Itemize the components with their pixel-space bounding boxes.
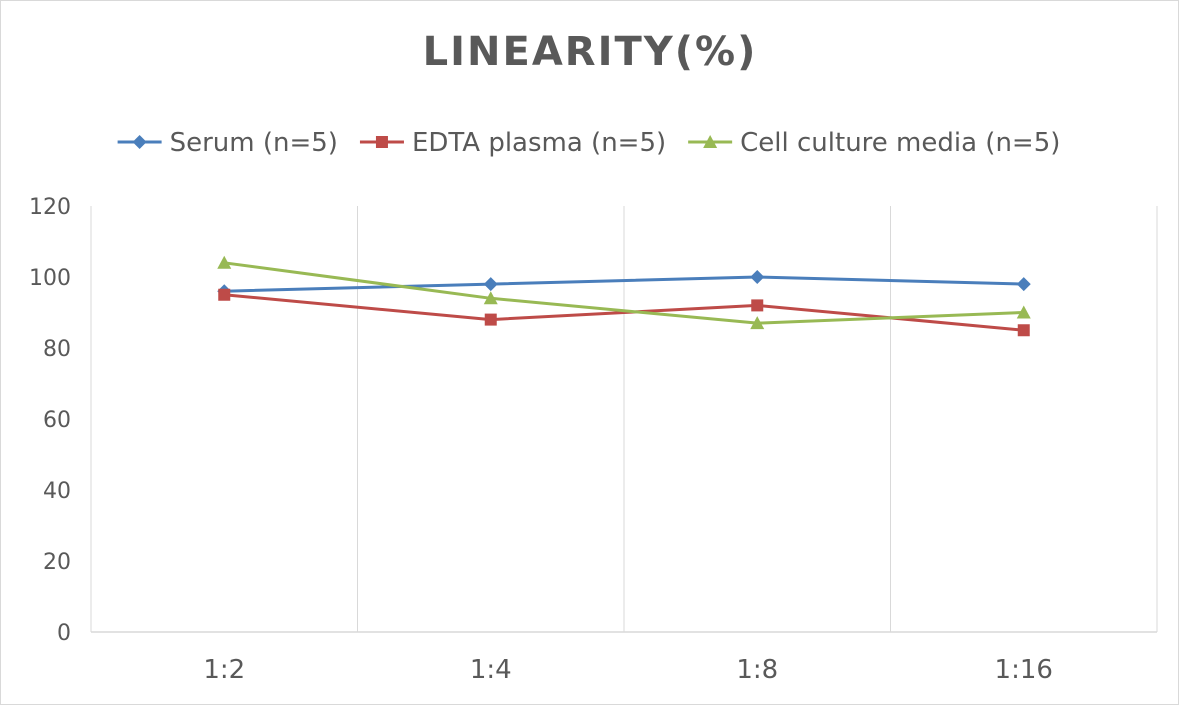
legend-item: EDTA plasma (n=5): [359, 128, 666, 158]
y-tick-label: 20: [43, 550, 71, 575]
marker-triangle: [750, 316, 765, 330]
grid: [90, 206, 1158, 633]
x-tick-label: 1:2: [203, 655, 245, 685]
marker-square: [1017, 324, 1030, 337]
x-tick-label: 1:8: [736, 655, 778, 685]
marker-square: [751, 299, 764, 312]
legend-label: Serum (n=5): [170, 128, 338, 158]
y-axis: 0 20 40 60 80 100 120: [29, 195, 71, 646]
legend-item: Cell culture media (n=5): [688, 128, 1060, 158]
marker-square: [484, 313, 497, 326]
legend: Serum (n=5) EDTA plasma (n=5) Cell culture…: [117, 128, 1060, 158]
series-cell: [217, 255, 1031, 330]
x-tick-label: 1:4: [470, 655, 512, 685]
marker-triangle: [703, 135, 718, 148]
y-tick-label: 40: [43, 479, 71, 504]
marker-triangle: [1016, 305, 1031, 319]
y-tick-label: 80: [43, 337, 71, 362]
marker-diamond: [132, 135, 147, 149]
y-tick-label: 60: [43, 408, 71, 433]
marker-square: [375, 136, 388, 148]
legend-label: Cell culture media (n=5): [740, 128, 1060, 158]
y-tick-label: 100: [29, 266, 71, 291]
marker-triangle: [483, 291, 498, 305]
marker-diamond: [1016, 277, 1031, 292]
marker-square: [218, 288, 231, 301]
legend-label: EDTA plasma (n=5): [412, 128, 666, 158]
x-axis: 1:2 1:4 1:8 1:16: [203, 655, 1053, 685]
y-tick-label: 120: [29, 195, 71, 220]
series-group: [217, 255, 1031, 337]
series-line: [224, 261, 1024, 325]
marker-triangle: [217, 255, 232, 269]
legend-item: Serum (n=5): [117, 128, 338, 158]
marker-diamond: [483, 277, 498, 292]
y-tick-label: 0: [57, 621, 71, 646]
marker-diamond: [750, 270, 765, 284]
series-line: [224, 275, 1024, 293]
chart-title: LINEARITY(%): [423, 29, 758, 75]
x-tick-label: 1:16: [995, 655, 1053, 685]
